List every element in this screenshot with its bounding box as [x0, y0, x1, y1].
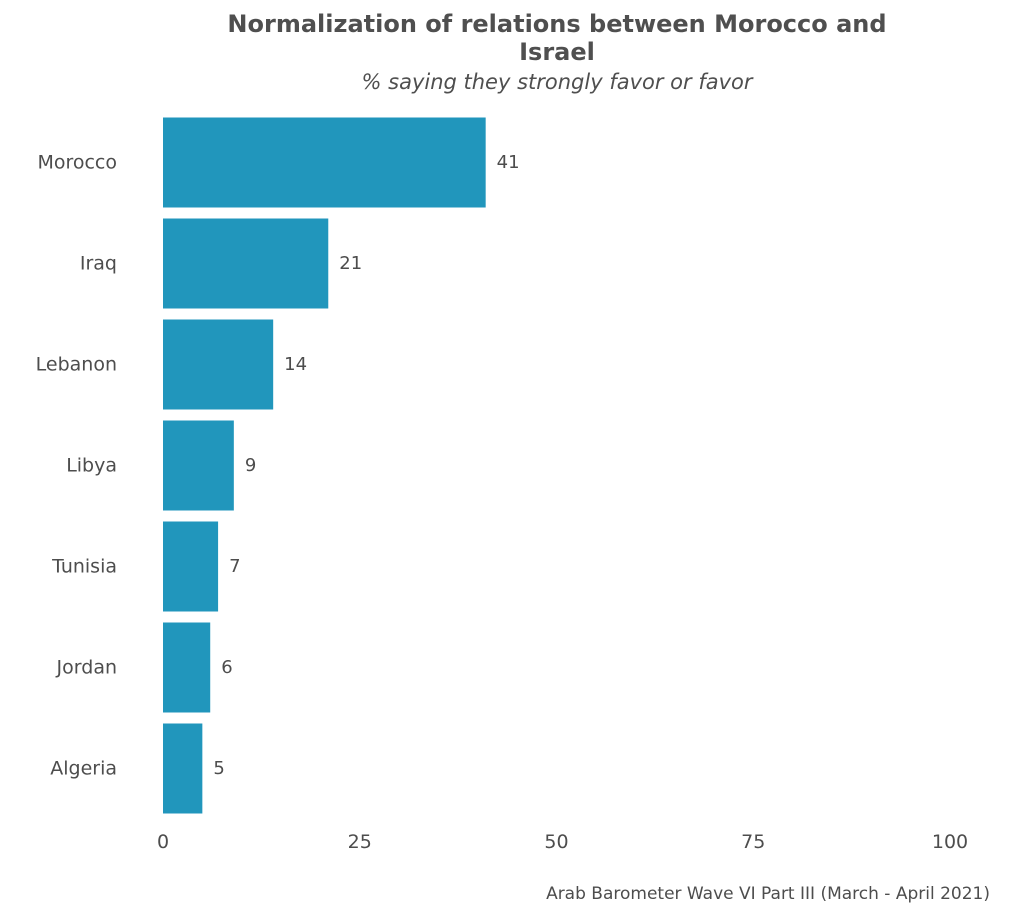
- bar-morocco: [163, 117, 486, 208]
- value-label-lebanon: 14: [284, 354, 307, 375]
- category-labels-layer: Morocco Iraq Lebanon Libya Tunisia Jordan Alge…: [36, 152, 117, 780]
- bar-lebanon: [163, 319, 274, 410]
- category-label-morocco: Morocco: [37, 152, 117, 174]
- value-label-jordan: 6: [221, 657, 232, 678]
- bar-algeria: [163, 723, 203, 814]
- x-tick-label-25: 25: [348, 831, 372, 853]
- category-label-tunisia: Tunisia: [51, 556, 117, 578]
- category-label-jordan: Jordan: [56, 657, 117, 679]
- x-tick-label-100: 100: [932, 831, 968, 853]
- category-label-iraq: Iraq: [80, 253, 117, 275]
- value-label-tunisia: 7: [229, 556, 240, 577]
- category-label-algeria: Algeria: [50, 758, 117, 780]
- chart-subtitle: % saying they strongly favor or favor: [361, 70, 753, 94]
- source-caption: Arab Barometer Wave VI Part III (March -…: [546, 884, 990, 904]
- value-labels-layer: 41 21 14 9 7 6 5: [213, 152, 519, 779]
- bar-jordan: [163, 622, 211, 713]
- bar-iraq: [163, 218, 329, 309]
- value-label-morocco: 41: [497, 152, 520, 173]
- bar-tunisia: [163, 521, 219, 612]
- bar-chart: Morocco Iraq Lebanon Libya Tunisia Jordan Alge…: [36, 117, 968, 853]
- category-label-libya: Libya: [66, 455, 117, 477]
- x-tick-label-75: 75: [741, 831, 765, 853]
- chart-title: Normalization of relations between Moroc…: [227, 10, 887, 66]
- bar-libya: [163, 420, 234, 511]
- value-label-iraq: 21: [339, 253, 362, 274]
- value-label-algeria: 5: [213, 758, 224, 779]
- bars-layer: [163, 117, 486, 814]
- x-axis-ticks: 0 25 50 75 100: [157, 831, 968, 853]
- value-label-libya: 9: [245, 455, 256, 476]
- category-label-lebanon: Lebanon: [36, 354, 117, 376]
- x-tick-label-0: 0: [157, 831, 169, 853]
- x-tick-label-50: 50: [544, 831, 568, 853]
